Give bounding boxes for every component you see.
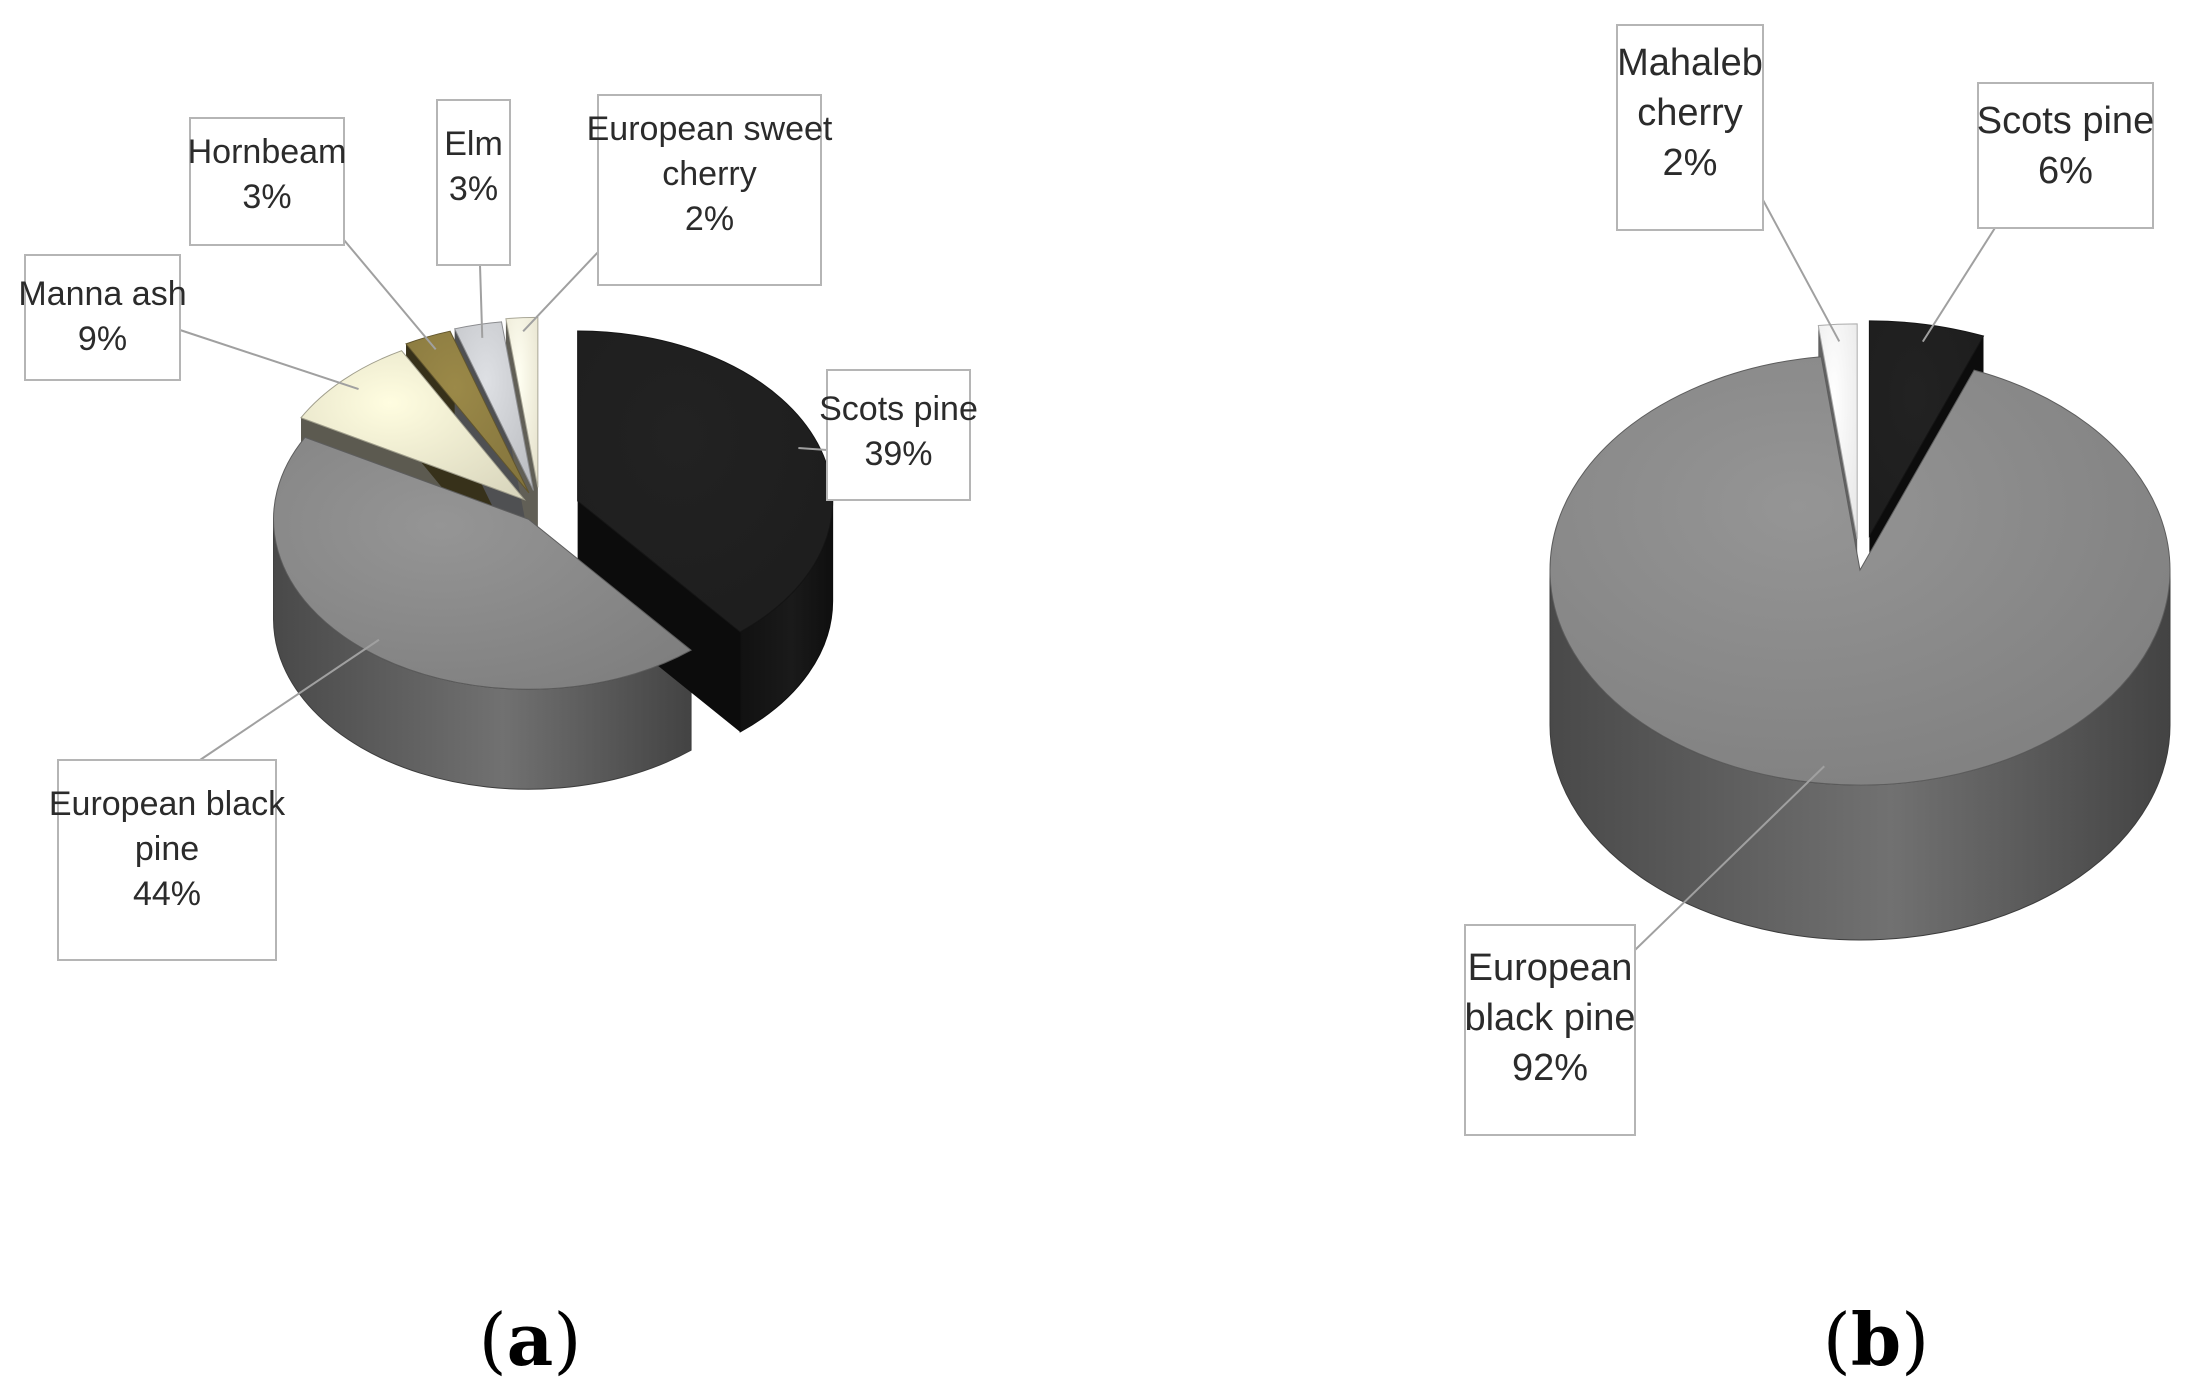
a-leader-hornbeam	[343, 239, 437, 350]
a-slice-scots-pine	[577, 330, 834, 633]
a-label-box-scots-pine	[826, 369, 971, 501]
b-value-scots-pine: 6%	[2038, 150, 2093, 192]
b-leader-european-black-pine	[1634, 765, 1825, 951]
a-value-european-sweet-cherry: 2%	[685, 200, 734, 238]
a-leader-manna-ash	[179, 329, 359, 390]
b-slice-european-black-pine	[1549, 356, 2171, 786]
b-label-european-black-pine: European black pine 92%	[1464, 947, 1635, 1089]
a-label-european-sweet-cherry: European sweet cherry 2%	[587, 110, 833, 238]
b-leader-mahaleb-cherry	[1762, 199, 1841, 342]
a-label-scots-pine: Scots pine 39%	[819, 390, 978, 473]
panel-label-a: (a)	[479, 1297, 582, 1382]
b-label-box-scots-pine	[1977, 82, 2154, 229]
b-leader-scots-pine	[1921, 219, 2001, 343]
a-label-european-black-pine: European black pine 44%	[49, 785, 286, 913]
b-slice-scots-pine	[1868, 320, 1985, 538]
a-value-elm: 3%	[449, 170, 498, 208]
b-label-scots-pine: Scots pine 6%	[1977, 100, 2154, 192]
a-label-manna-ash: Manna ash 9%	[18, 275, 186, 358]
a-leader-european-black-pine	[199, 638, 380, 761]
a-value-manna-ash: 9%	[78, 320, 127, 358]
a-value-scots-pine: 39%	[864, 435, 932, 473]
b-value-mahaleb-cherry: 2%	[1663, 142, 1718, 184]
a-label-hornbeam: Hornbeam 3%	[188, 133, 347, 216]
b-value-european-black-pine: 92%	[1512, 1047, 1588, 1089]
b-slice-mahaleb-cherry	[1817, 323, 1858, 539]
a-slice-elm	[453, 321, 534, 491]
b-label-box-european-black-pine	[1464, 924, 1636, 1136]
a-leader-scots-pine	[798, 446, 828, 451]
a-slice-cut-scots-pine-1	[577, 500, 741, 732]
b-label-mahaleb-cherry: Mahaleb cherry 2%	[1617, 42, 1763, 184]
a-label-box-elm	[436, 99, 511, 266]
a-label-elm: Elm 3%	[444, 125, 503, 208]
a-leader-elm	[479, 264, 484, 338]
a-slice-european-black-pine	[273, 436, 692, 690]
a-leader-european-sweet-cherry	[522, 249, 601, 332]
a-value-hornbeam: 3%	[242, 178, 291, 216]
panel-label-b: (b)	[1823, 1297, 1930, 1382]
a-slice-hornbeam	[405, 330, 530, 494]
pie-labels-a: Scots pine 39% European black pine 44% Manna …	[18, 94, 978, 961]
b-label-box-mahaleb-cherry	[1616, 24, 1764, 231]
a-value-european-black-pine: 44%	[133, 875, 201, 913]
a-label-box-hornbeam	[189, 117, 345, 246]
pie-labels-b: Scots pine 6% European black pine 92% Mahaleb…	[1464, 24, 2154, 1136]
pie-chart-b	[1549, 320, 2171, 941]
a-label-box-european-black-pine	[57, 759, 277, 961]
a-label-box-european-sweet-cherry	[597, 94, 822, 286]
a-label-box-manna-ash	[24, 254, 181, 381]
a-slice-european-sweet-cherry	[505, 316, 539, 488]
